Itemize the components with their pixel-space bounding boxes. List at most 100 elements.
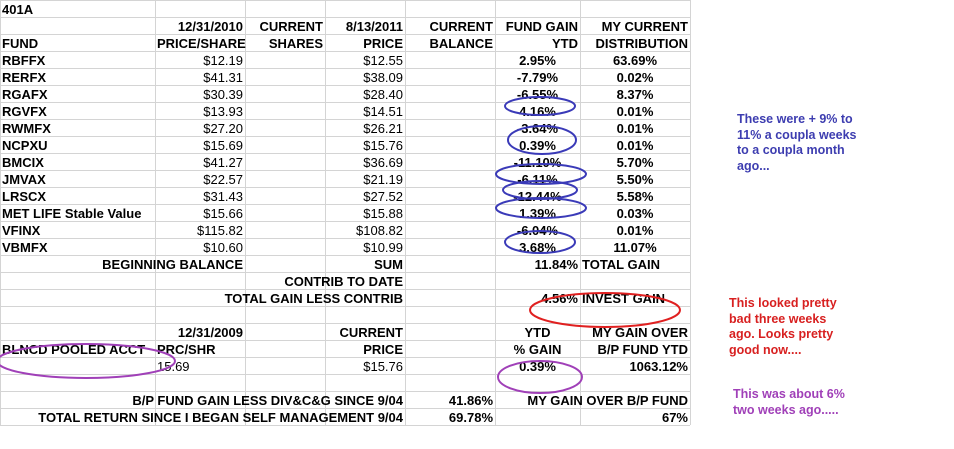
shares [245,239,325,256]
fund-gain: 4.16% [519,104,556,119]
pooled-ytd: YTD [524,325,551,340]
pooled-gain-value: 0.39% [519,359,556,374]
grid-row-line [0,391,690,392]
pooled-prc: PRC/SHR [157,342,216,357]
grid-row-line [0,34,690,35]
pooled-my-gain: MY GAIN OVER [592,325,688,340]
fund-gain: 2.95% [519,53,556,68]
balance [405,188,495,205]
shares [245,188,325,205]
shares [245,86,325,103]
sum-label: SUM [374,257,403,272]
total-return-value: 69.78% [448,410,493,425]
header-cell: DISTRIBUTION [595,36,688,51]
price-2011: $28.40 [363,87,403,102]
distribution: 0.01% [616,138,654,153]
header-cell: BALANCE [429,36,493,51]
shares [245,205,325,222]
distribution: 8.37% [616,87,654,102]
pooled-date: 12/31/2009 [177,325,243,340]
grid-row-line [0,272,690,273]
contrib-label: CONTRIB TO DATE [284,274,403,289]
fund-name: LRSCX [2,189,47,204]
grid-row-line [0,0,690,1]
balance [405,222,495,239]
shares [245,120,325,137]
pooled-pct-gain: % GAIN [513,342,562,357]
grid-row-line [0,238,690,239]
price-2011: $15.76 [363,138,403,153]
fund-gain: 0.39% [519,138,556,153]
grid-row-line [0,323,690,324]
grid-row-line [0,170,690,171]
pooled-prc-value: 15.69 [157,359,190,374]
price-2011: $12.55 [363,53,403,68]
distribution: 0.01% [616,223,654,238]
pooled-current: CURRENT [339,325,403,340]
grid-row-line [0,340,690,341]
pooled-over-value: 1063.12% [629,359,688,374]
shares [245,154,325,171]
grid-row-line [0,17,690,18]
header-cell: PRICE [363,36,403,51]
price-2011: $14.51 [363,104,403,119]
price-2010: $31.43 [203,189,243,204]
fund-name: RBFFX [2,53,46,68]
grid-row-line [0,374,690,375]
distribution: 11.07% [613,240,657,255]
header-cell: 12/31/2010 [177,19,243,34]
grid-row-line [0,289,690,290]
grid-col-line [245,0,246,425]
price-2010: $41.31 [203,70,243,85]
price-2010: $15.66 [203,206,243,221]
grid-col-line [155,0,156,425]
fund-name: BMCIX [2,155,44,170]
distribution: 5.58% [616,189,654,204]
balance [405,86,495,103]
header-cell: FUND GAIN [505,19,578,34]
grid-row-line [0,306,690,307]
grid-row-line [0,204,690,205]
shares [245,137,325,154]
pooled-bp-fund: B/P FUND YTD [597,342,688,357]
balance [405,103,495,120]
shares [245,69,325,86]
distribution: 63.69% [612,53,658,68]
grid-row-line [0,408,690,409]
note-purple: This was about 6% two weeks ago..... [733,387,845,417]
price-2011: $26.21 [363,121,403,136]
price-2011: $10.99 [363,240,403,255]
fund-name: VFINX [2,223,41,238]
header-cell: 8/13/2011 [345,19,403,34]
my-gain-over-label: MY GAIN OVER B/P FUND [527,393,688,408]
distribution: 0.03% [616,206,654,221]
balance [405,171,495,188]
grid-row-line [0,85,690,86]
grid-row-line [0,51,690,52]
beginning-balance-label: BEGINNING BALANCE [102,257,243,272]
fund-gain: -12.44% [513,189,562,204]
sheet-title: 401A [2,2,34,17]
price-2010: $12.19 [203,53,243,68]
price-2011: $38.09 [363,70,403,85]
distribution: 0.01% [616,104,654,119]
grid-col-line [690,0,691,425]
balance [405,154,495,171]
grid-row-line [0,357,690,358]
grid-row-line [0,221,690,222]
pooled-acct-name: BLNCD POOLED ACCT [2,342,146,357]
fund-gain: -3.64% [516,121,559,136]
header-cell: CURRENT [429,19,493,34]
balance [405,52,495,69]
invest-gain-label: INVEST GAIN [582,291,666,306]
header-cell: CURRENT [259,19,323,34]
price-2011: $21.19 [363,172,403,187]
invest-gain-value: 4.56% [541,291,578,306]
shares [245,171,325,188]
price-2010: $13.93 [203,104,243,119]
price-2010: $41.27 [203,155,243,170]
header-cell: MY CURRENT [601,19,688,34]
grid-row-line [0,68,690,69]
price-2010: $15.69 [203,138,243,153]
price-2011: $27.52 [363,189,403,204]
